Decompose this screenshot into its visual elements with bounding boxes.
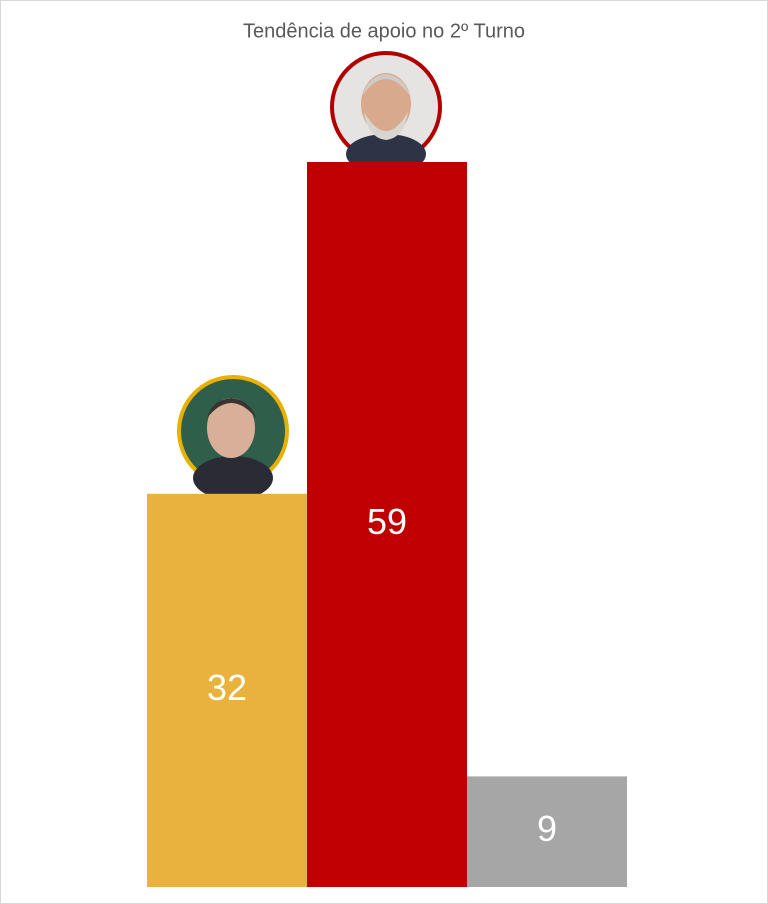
bar [147, 493, 307, 887]
data-label: 9 [537, 808, 557, 849]
chart-title: Tendência de apoio no 2º Turno [243, 20, 525, 42]
bar [467, 776, 627, 887]
data-label: 59 [367, 501, 407, 542]
candidate-photo [330, 51, 442, 174]
bar [307, 162, 467, 887]
candidate-photo [177, 375, 289, 500]
data-label: 32 [207, 667, 247, 708]
